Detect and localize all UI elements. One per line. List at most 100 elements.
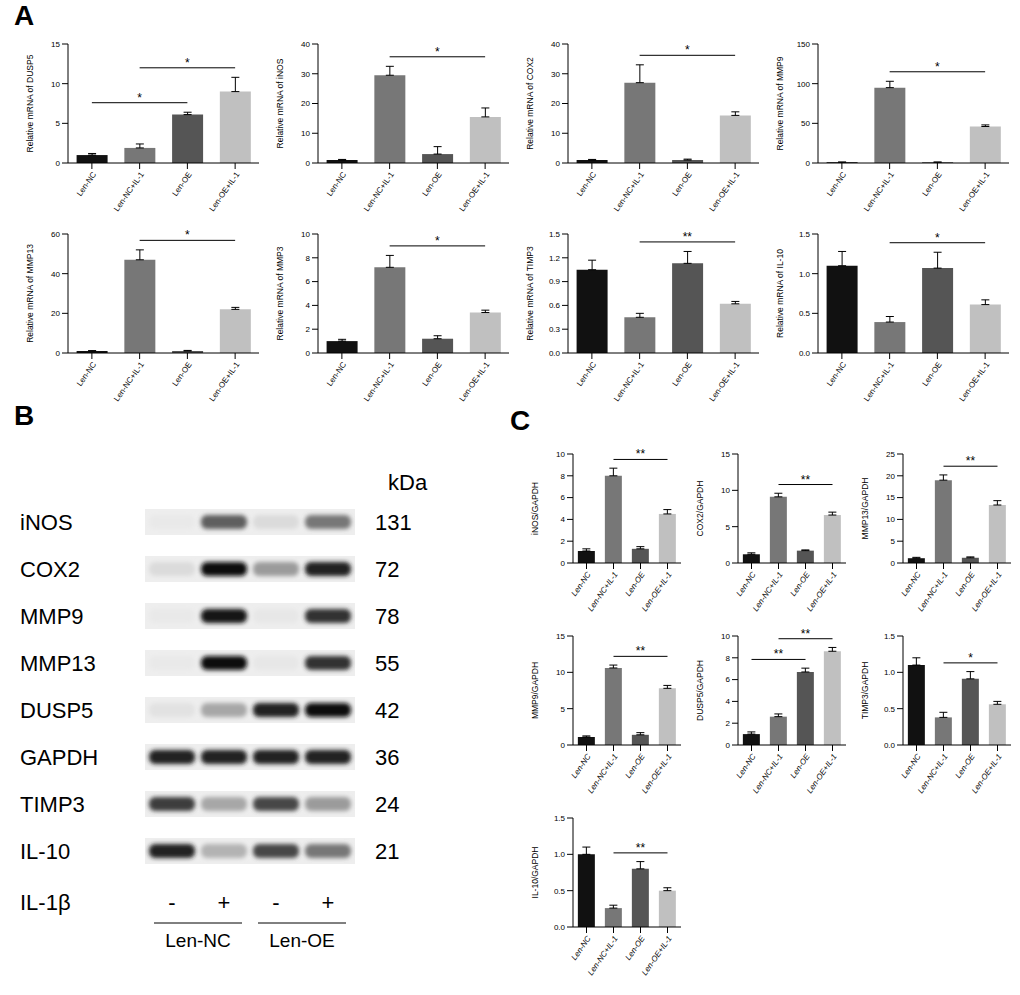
svg-text:Len-OE: Len-OE <box>624 570 648 598</box>
svg-text:Relative mRNA of IL-10: Relative mRNA of IL-10 <box>775 249 785 338</box>
svg-text:Relative mRNA of MMP3: Relative mRNA of MMP3 <box>275 246 285 340</box>
svg-text:*: * <box>435 45 440 59</box>
svg-text:Len-NC+IL-1: Len-NC+IL-1 <box>586 934 620 977</box>
svg-text:24: 24 <box>375 792 399 817</box>
svg-text:Len-OE+IL-1: Len-OE+IL-1 <box>640 570 674 613</box>
svg-text:Len-NC+IL-1: Len-NC+IL-1 <box>862 170 896 213</box>
svg-text:30: 30 <box>301 70 310 79</box>
svg-text:42: 42 <box>375 698 399 723</box>
svg-text:+: + <box>218 890 231 915</box>
svg-text:Len-OE+IL-1: Len-OE+IL-1 <box>708 170 742 213</box>
svg-text:21: 21 <box>375 839 399 864</box>
svg-text:0: 0 <box>726 741 731 750</box>
svg-text:Len-NC: Len-NC <box>575 360 598 388</box>
svg-text:78: 78 <box>375 604 399 629</box>
svg-text:0: 0 <box>561 741 566 750</box>
svg-text:15: 15 <box>556 632 565 641</box>
svg-text:0.0: 0.0 <box>554 923 566 932</box>
svg-text:40: 40 <box>51 270 60 279</box>
svg-text:Len-NC: Len-NC <box>735 752 758 780</box>
svg-text:0: 0 <box>891 559 896 568</box>
svg-text:*: * <box>685 43 690 57</box>
svg-text:IL-1β: IL-1β <box>20 890 71 915</box>
svg-text:5: 5 <box>561 705 566 714</box>
svg-text:Len-OE: Len-OE <box>789 570 813 598</box>
svg-text:1.0: 1.0 <box>799 270 811 279</box>
svg-text:10: 10 <box>556 668 565 677</box>
svg-text:2: 2 <box>306 325 311 334</box>
svg-text:10: 10 <box>301 129 310 138</box>
svg-text:Len-OE+IL-1: Len-OE+IL-1 <box>970 752 1004 795</box>
svg-text:15: 15 <box>886 493 895 502</box>
svg-text:50: 50 <box>801 119 810 128</box>
svg-text:0.0: 0.0 <box>799 349 811 358</box>
svg-text:Len-NC: Len-NC <box>325 170 348 198</box>
svg-text:20: 20 <box>51 309 60 318</box>
svg-text:6: 6 <box>306 277 311 286</box>
svg-text:Len-OE: Len-OE <box>624 934 648 962</box>
svg-text:60: 60 <box>51 230 60 239</box>
svg-text:0: 0 <box>306 349 311 358</box>
svg-text:*: * <box>968 651 973 665</box>
svg-text:Len-OE+IL-1: Len-OE+IL-1 <box>708 360 742 403</box>
svg-text:Len-NC: Len-NC <box>825 170 848 198</box>
svg-text:0: 0 <box>556 159 561 168</box>
svg-text:IL-10: IL-10 <box>20 839 70 864</box>
svg-text:Len-OE: Len-OE <box>420 170 443 198</box>
svg-text:Len-NC: Len-NC <box>570 570 593 598</box>
svg-text:Len-OE+IL-1: Len-OE+IL-1 <box>958 360 992 403</box>
svg-text:**: ** <box>636 841 646 855</box>
svg-text:30: 30 <box>551 70 560 79</box>
svg-text:Len-OE: Len-OE <box>954 570 978 598</box>
svg-text:20: 20 <box>886 472 895 481</box>
svg-text:Len-NC+IL-1: Len-NC+IL-1 <box>751 570 785 613</box>
svg-text:100: 100 <box>797 80 811 89</box>
svg-text:Len-NC+IL-1: Len-NC+IL-1 <box>112 170 146 213</box>
svg-text:0: 0 <box>806 159 811 168</box>
svg-text:Len-NC: Len-NC <box>825 360 848 388</box>
svg-text:Relative mRNA of MMP13: Relative mRNA of MMP13 <box>25 244 35 343</box>
svg-text:COX2: COX2 <box>20 557 80 582</box>
svg-text:1.0: 1.0 <box>884 668 896 677</box>
svg-text:36: 36 <box>375 745 399 770</box>
svg-text:15: 15 <box>721 450 730 459</box>
svg-text:5: 5 <box>726 523 731 532</box>
svg-text:+: + <box>322 890 335 915</box>
svg-text:72: 72 <box>375 557 399 582</box>
svg-text:0.9: 0.9 <box>549 277 561 286</box>
svg-text:Len-OE: Len-OE <box>269 930 334 951</box>
svg-text:Len-NC: Len-NC <box>570 934 593 962</box>
svg-text:Len-NC: Len-NC <box>575 170 598 198</box>
svg-text:Relative mRNA of iNOS: Relative mRNA of iNOS <box>275 58 285 148</box>
svg-text:1.5: 1.5 <box>549 230 561 239</box>
svg-text:MMP13/GAPDH: MMP13/GAPDH <box>860 478 870 540</box>
svg-text:Len-NC: Len-NC <box>75 170 98 198</box>
svg-text:DUSP5/GAPDH: DUSP5/GAPDH <box>695 660 705 721</box>
svg-text:TIMP3/GAPDH: TIMP3/GAPDH <box>860 662 870 720</box>
svg-text:Len-NC+IL-1: Len-NC+IL-1 <box>362 360 396 403</box>
svg-text:Len-OE+IL-1: Len-OE+IL-1 <box>958 170 992 213</box>
svg-text:Len-NC+IL-1: Len-NC+IL-1 <box>751 752 785 795</box>
svg-text:**: ** <box>966 454 976 468</box>
svg-text:10: 10 <box>886 515 895 524</box>
svg-text:kDa: kDa <box>388 470 428 495</box>
svg-text:**: ** <box>636 447 646 461</box>
svg-text:2: 2 <box>561 537 566 546</box>
svg-text:10: 10 <box>551 129 560 138</box>
svg-text:10: 10 <box>51 80 60 89</box>
svg-text:10: 10 <box>721 486 730 495</box>
svg-text:1.5: 1.5 <box>799 230 811 239</box>
svg-text:Len-NC+IL-1: Len-NC+IL-1 <box>586 570 620 613</box>
svg-text:Len-NC: Len-NC <box>900 752 923 780</box>
svg-text:Len-NC: Len-NC <box>570 752 593 780</box>
svg-text:Len-OE: Len-OE <box>670 360 693 388</box>
svg-text:8: 8 <box>306 254 311 263</box>
svg-text:4: 4 <box>726 697 731 706</box>
svg-text:Len-OE: Len-OE <box>789 752 813 780</box>
svg-text:Len-OE+IL-1: Len-OE+IL-1 <box>208 170 242 213</box>
svg-text:Len-NC: Len-NC <box>900 570 923 598</box>
svg-text:MMP9: MMP9 <box>20 604 84 629</box>
svg-text:Len-NC+IL-1: Len-NC+IL-1 <box>586 752 620 795</box>
svg-text:0.5: 0.5 <box>554 887 566 896</box>
svg-text:Relative mRNA of DUSP5: Relative mRNA of DUSP5 <box>25 54 35 152</box>
